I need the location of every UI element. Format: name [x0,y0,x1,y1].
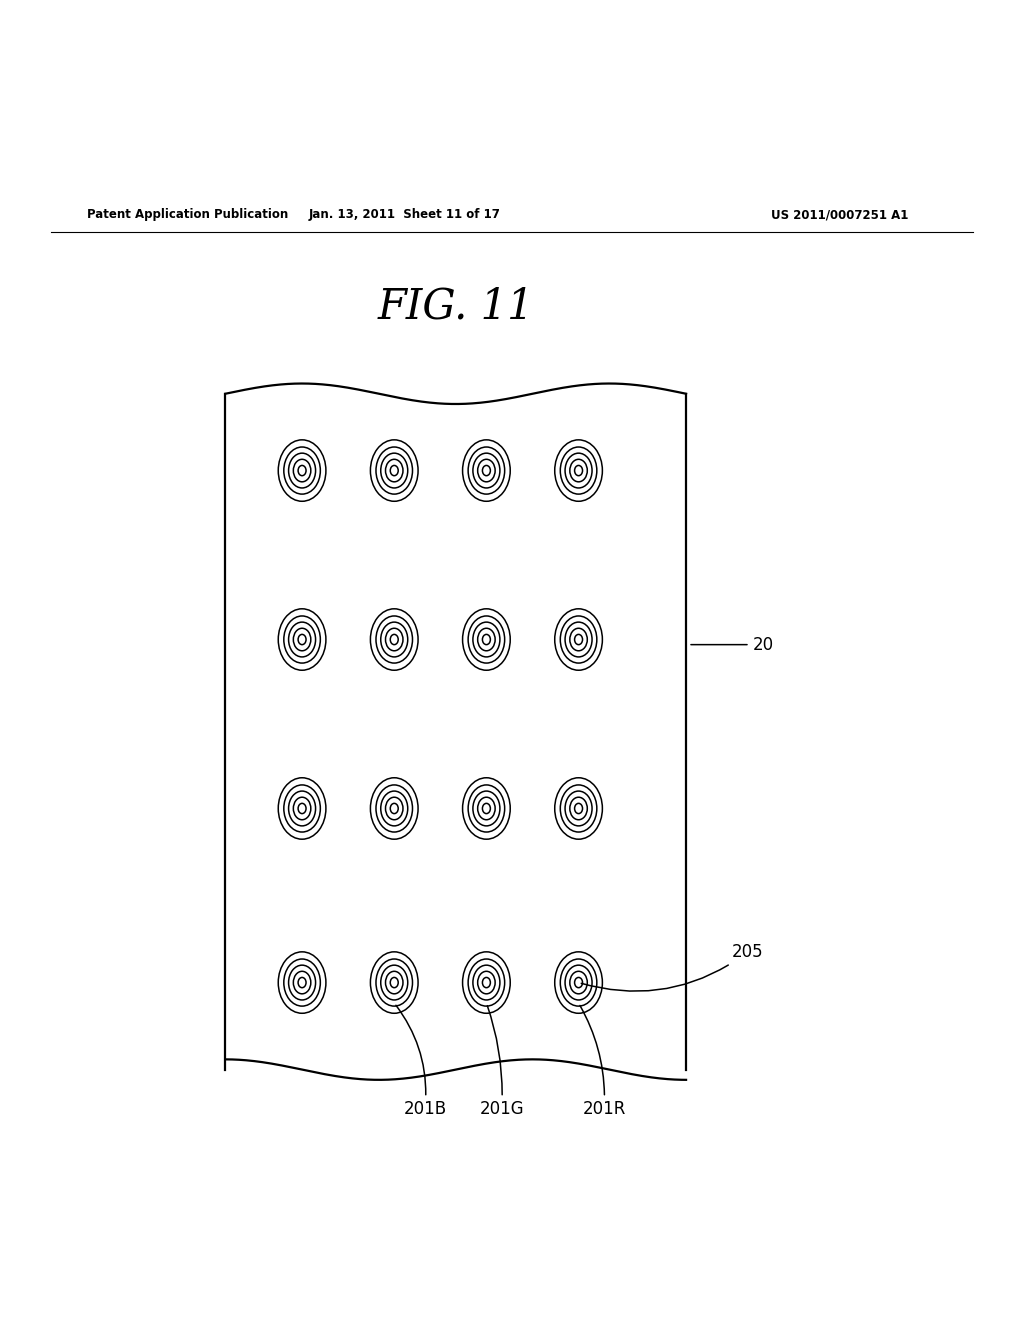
Text: Patent Application Publication: Patent Application Publication [87,209,289,220]
Text: FIG. 11: FIG. 11 [378,285,534,327]
Text: 201G: 201G [479,1006,524,1118]
Text: 201R: 201R [580,1006,626,1118]
Text: US 2011/0007251 A1: US 2011/0007251 A1 [771,209,908,220]
Text: 20: 20 [691,636,774,653]
Text: 201B: 201B [396,1006,446,1118]
Text: 205: 205 [582,942,764,991]
Text: Jan. 13, 2011  Sheet 11 of 17: Jan. 13, 2011 Sheet 11 of 17 [308,209,501,220]
